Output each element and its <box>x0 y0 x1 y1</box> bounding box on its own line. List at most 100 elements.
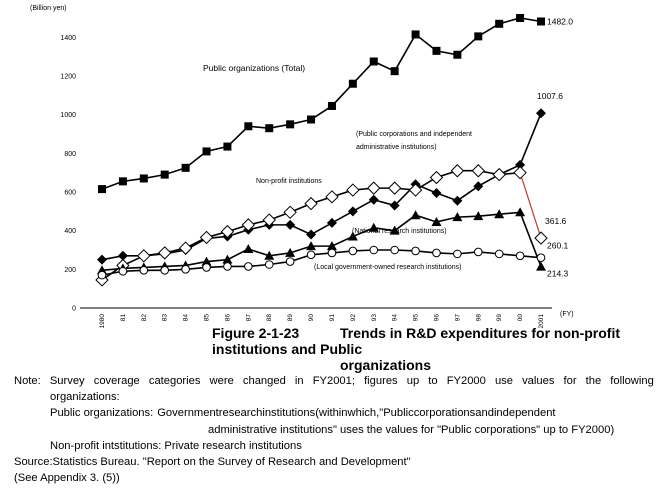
series-4-point <box>348 246 358 256</box>
series-1-point <box>368 194 379 205</box>
series-3-point <box>201 256 212 266</box>
series-4-point <box>285 257 295 266</box>
note-public-line-1: Government research institutions (within whi… <box>157 405 555 421</box>
series-0-point <box>390 67 399 76</box>
note-word: in <box>294 375 304 387</box>
series-2-point <box>513 165 527 180</box>
series-2-point <box>325 190 339 204</box>
x-tick-label: 91 <box>329 314 336 322</box>
series-3-point <box>494 209 505 219</box>
x-axis-unit-label: (FY) <box>560 311 574 318</box>
series-3-point <box>515 207 526 217</box>
note-word: following <box>610 375 654 387</box>
x-tick-label: 98 <box>475 314 482 322</box>
y-tick-label: 800 <box>64 151 76 158</box>
note-word: categories <box>148 375 201 387</box>
x-tick-label: 95 <box>413 314 420 322</box>
y-tick-label: 200 <box>64 267 76 274</box>
series-4-point <box>181 265 190 274</box>
figure-title-line2: organizations <box>340 357 432 373</box>
series-1-point <box>117 250 128 261</box>
x-tick-label: 82 <box>141 314 148 322</box>
note-word: (within <box>315 407 348 420</box>
y-tick-label: 0 <box>72 306 76 313</box>
series-4-point <box>223 262 232 271</box>
series-2-point <box>367 181 381 195</box>
note-word: for <box>563 375 577 387</box>
series-4-point <box>494 249 504 259</box>
label-non-profit-institutions: Non-profit institutions <box>256 178 322 185</box>
x-tick-label: 84 <box>183 314 190 322</box>
x-tick-label: 81 <box>120 314 127 322</box>
x-tick-label: 87 <box>245 314 252 322</box>
x-tick-label: 1980 <box>99 314 106 329</box>
series-3-point <box>326 241 337 251</box>
label-local-government-institutions: (Local government-owned research institu… <box>314 264 461 271</box>
series-4-point <box>432 248 441 258</box>
series-4-point <box>244 262 253 271</box>
note-line-1: Note: Survey coverage categories were changed… <box>14 373 654 389</box>
note-word: Note: <box>14 375 41 387</box>
series-3-point <box>347 231 358 241</box>
series-0-point <box>181 163 190 172</box>
series-0-point <box>139 174 148 183</box>
note-word: the <box>585 375 602 387</box>
x-tick-label: 92 <box>350 314 357 322</box>
series-3-point <box>536 261 546 271</box>
x-tick-label: 89 <box>287 314 294 322</box>
series-0-point <box>453 50 462 59</box>
series-3-point <box>306 241 317 251</box>
note-word: institutions <box>262 407 316 420</box>
x-tick-label: 85 <box>204 314 211 322</box>
x-tick-label: 2001 <box>538 314 545 329</box>
note-word: changed <box>242 375 286 387</box>
note-word: up <box>406 375 420 387</box>
y-tick-label: 600 <box>64 190 76 197</box>
x-tick-label: 00 <box>517 314 524 322</box>
series-4-point <box>390 245 399 255</box>
series-2-point <box>178 241 193 255</box>
series-4-point <box>453 249 462 259</box>
series-0-point <box>286 120 295 129</box>
series-3-end-label: 214.3 <box>547 269 569 279</box>
x-tick-label: 88 <box>266 314 273 322</box>
series-3-point <box>431 216 442 226</box>
end-value-labels: 1482.0 1007.6 361.6 214.3 260.1 <box>537 16 573 278</box>
note-word: Survey <box>49 375 85 387</box>
series-4-point <box>306 250 316 260</box>
label-public-corporations-line2: administrative institutions) <box>356 144 437 151</box>
series-2-point <box>471 164 485 178</box>
note-word: FY2000 <box>446 375 486 387</box>
label-national-research-institutions: (National research institutions) <box>352 228 447 235</box>
note-non-profit: Non-profit intstitutions: Private resear… <box>50 439 302 452</box>
series-0-point <box>98 185 106 194</box>
x-tick-label: 86 <box>224 314 231 322</box>
chart-axes: 0 200 400 600 800 1000 1200 1400 1980 81 82 83 84 85 8… <box>60 35 573 329</box>
series-2-end-label: 361.6 <box>545 216 567 226</box>
series-0-point <box>223 142 232 151</box>
note-word: were <box>209 375 234 387</box>
series-0-point <box>474 32 483 41</box>
series-0-point <box>118 177 127 186</box>
note-public-label: Public organizations: <box>50 407 154 420</box>
series-2-last-segment <box>519 172 542 239</box>
series-0-point <box>495 19 504 28</box>
series-1-line <box>101 112 542 261</box>
line-chart: (Billion yen) 0 200 400 600 800 1000 1200 1400 1… <box>30 5 574 329</box>
series-3-point <box>222 254 233 264</box>
series-4-point <box>264 260 274 269</box>
series-2-point <box>241 218 256 232</box>
series-1-point <box>306 229 317 240</box>
series-3-point <box>452 212 463 222</box>
series-0-point <box>307 115 316 124</box>
x-tick-label: 99 <box>496 314 503 322</box>
series-0-point <box>160 170 169 179</box>
series-1-point <box>452 195 463 206</box>
y-tick-label: 1000 <box>60 112 76 119</box>
series-2-point <box>408 183 423 197</box>
note-word: independent <box>493 407 556 420</box>
label-public-corporations-line1: (Public corporations and independent <box>356 131 472 138</box>
series-3-point <box>243 244 254 254</box>
series-3-point <box>264 250 275 260</box>
x-tick-label: 97 <box>454 314 461 322</box>
